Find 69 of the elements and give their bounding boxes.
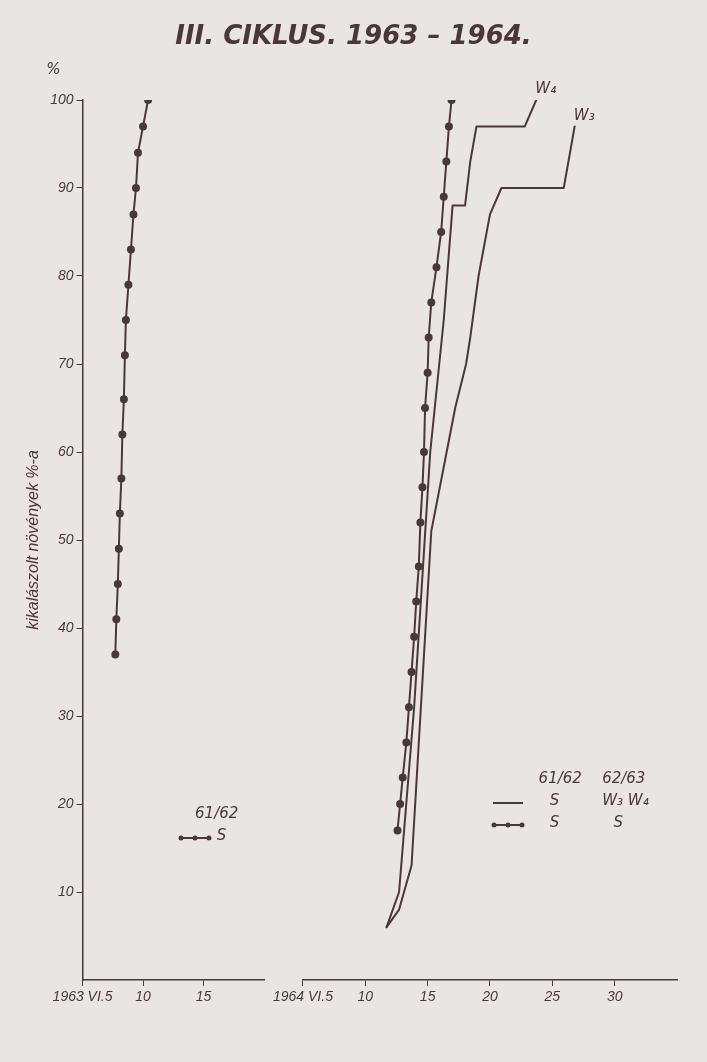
annotation: S xyxy=(216,826,227,844)
point xyxy=(393,826,402,835)
point xyxy=(396,800,405,808)
annotation: 62/63 xyxy=(602,768,646,787)
point xyxy=(437,228,446,236)
y-tick-label: 20 xyxy=(56,794,74,811)
point xyxy=(442,157,451,166)
point xyxy=(427,298,436,307)
point xyxy=(118,430,127,439)
annotation: S xyxy=(613,812,623,831)
series-label: W₃ xyxy=(573,105,595,124)
x-tick-label: 15 xyxy=(419,988,436,1005)
annotation: W₃ W₄ xyxy=(602,790,649,809)
x-tick-label: 1964 VI.5 xyxy=(273,988,334,1005)
point xyxy=(114,544,123,553)
point xyxy=(112,615,121,624)
point xyxy=(402,738,411,747)
annotation: S xyxy=(549,812,560,831)
y-tick-label: 10 xyxy=(57,882,74,899)
series-label: W₄ xyxy=(535,79,557,98)
point xyxy=(139,122,148,131)
y-tick-label: 90 xyxy=(57,178,74,195)
y-tick-label: 30 xyxy=(57,706,74,723)
point xyxy=(398,773,407,782)
point xyxy=(129,210,138,219)
x-tick-label: 25 xyxy=(543,988,561,1005)
point xyxy=(404,703,413,712)
annotation: S xyxy=(549,790,560,809)
text: % xyxy=(46,60,61,79)
point xyxy=(134,148,142,157)
point xyxy=(126,245,135,254)
point xyxy=(120,351,129,360)
y-tick-label: 100 xyxy=(50,90,74,107)
point xyxy=(421,404,430,412)
point xyxy=(124,280,133,289)
y-tick-label: 80 xyxy=(57,266,74,283)
point xyxy=(131,184,140,192)
point xyxy=(439,192,448,201)
point xyxy=(416,518,425,527)
y-tick-label: 50 xyxy=(57,530,74,547)
x-tick-label: 30 xyxy=(606,988,623,1005)
annotation: 61/62 xyxy=(195,804,239,822)
point xyxy=(111,650,120,659)
annotation: 61/62 xyxy=(538,768,582,787)
point xyxy=(117,474,126,483)
point xyxy=(407,668,416,676)
x-tick-label: 20 xyxy=(481,988,498,1005)
point xyxy=(414,562,423,571)
point xyxy=(412,597,421,606)
text: III. CIKLUS. 1963 – 1964. xyxy=(175,20,532,50)
point xyxy=(418,483,427,492)
y-tick-label: 70 xyxy=(57,354,74,371)
x-tick-label: 15 xyxy=(195,988,212,1005)
x-tick-label: 10 xyxy=(357,988,374,1005)
y-tick-label: 60 xyxy=(57,442,74,459)
x-tick-label: 10 xyxy=(135,988,152,1005)
point xyxy=(113,580,122,588)
point xyxy=(432,263,441,272)
point xyxy=(444,122,453,131)
y-axis-title: kikalászolt növények %-a xyxy=(24,450,42,630)
point xyxy=(423,368,432,377)
y-tick-label: 40 xyxy=(57,618,74,635)
point xyxy=(410,632,419,641)
point xyxy=(119,395,128,404)
point xyxy=(420,448,429,456)
point xyxy=(121,316,130,324)
x-tick-label: 1963 VI.5 xyxy=(52,988,113,1005)
point xyxy=(424,333,433,342)
point xyxy=(115,509,124,518)
